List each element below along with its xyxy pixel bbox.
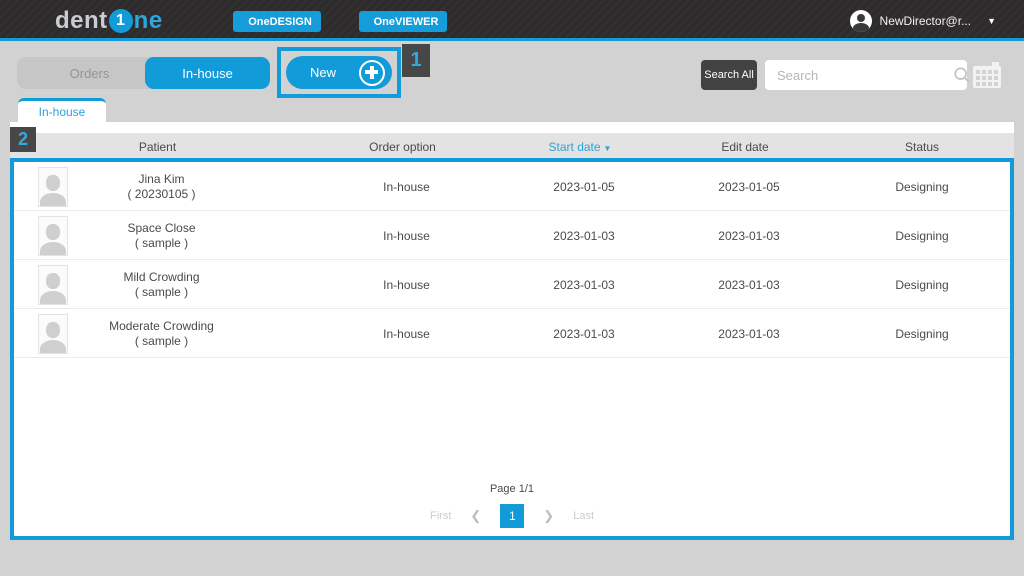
- patient-name: Moderate Crowding ( sample ): [109, 319, 214, 349]
- order-type-segmented-control: Orders In-house: [17, 57, 270, 89]
- calendar-icon[interactable]: [972, 61, 1002, 89]
- pagination: Page 1/1 First ❮ 1 ❯ Last: [14, 483, 1010, 528]
- logo-one-icon: 1: [108, 9, 133, 33]
- start-date-cell: 2023-01-03: [553, 326, 615, 341]
- patient-avatar-icon: [38, 314, 68, 354]
- pagination-controls: First ❮ 1 ❯ Last: [14, 504, 1010, 528]
- annotation-box-2: Jina Kim ( 20230105 ) In-house 2023-01-0…: [10, 158, 1014, 540]
- column-header-order-option[interactable]: Order option: [369, 139, 436, 154]
- patient-name-text: Jina Kim: [138, 171, 185, 186]
- tab-inhouse[interactable]: In-house: [18, 98, 106, 123]
- status-cell: Designing: [895, 179, 949, 194]
- patient-cell: Space Close ( sample ): [14, 211, 309, 260]
- user-avatar-icon: [849, 9, 872, 32]
- status-cell: Designing: [895, 326, 949, 341]
- annotation-number-1: 1: [402, 44, 430, 77]
- caret-down-icon: ▼: [987, 15, 996, 26]
- edit-date-cell: 2023-01-03: [718, 277, 780, 292]
- patient-id-text: ( sample ): [134, 333, 189, 348]
- order-option-cell: In-house: [383, 228, 430, 243]
- start-date-label: Start date: [548, 139, 601, 154]
- new-order-button[interactable]: New: [286, 56, 392, 89]
- table-row[interactable]: Mild Crowding ( sample ) In-house 2023-0…: [14, 260, 1010, 309]
- patient-name: Mild Crowding ( sample ): [123, 270, 199, 300]
- search-input[interactable]: [765, 67, 953, 83]
- user-account-menu[interactable]: NewDirector@r... ▼: [849, 0, 996, 41]
- patient-cell: Jina Kim ( 20230105 ): [14, 162, 309, 211]
- patient-id-text: ( sample ): [134, 284, 189, 299]
- chevron-right-icon[interactable]: ❯: [543, 508, 555, 523]
- table-row[interactable]: Jina Kim ( 20230105 ) In-house 2023-01-0…: [14, 162, 1010, 211]
- empty-area: [14, 358, 1010, 483]
- top-bar: dent 1 ne OneDESIGN OneVIEWER NewDirecto…: [0, 0, 1024, 41]
- patient-avatar-icon: [38, 265, 68, 305]
- orders-panel: Patient Order option Start date ▼ Edit da…: [10, 122, 1014, 540]
- order-option-cell: In-house: [383, 326, 430, 341]
- oneviewer-download-button[interactable]: OneVIEWER: [359, 11, 447, 32]
- patient-name-text: Mild Crowding: [123, 269, 200, 284]
- page-indicator: Page 1/1: [489, 483, 535, 495]
- edit-date-cell: 2023-01-03: [718, 228, 780, 243]
- patient-cell: Moderate Crowding ( sample ): [14, 309, 309, 358]
- dentone-logo: dent 1 ne: [55, 7, 163, 35]
- search-all-button[interactable]: Search All: [701, 60, 757, 90]
- patient-id-text: ( 20230105 ): [127, 186, 196, 201]
- chevron-left-icon[interactable]: ❮: [470, 508, 482, 523]
- oneviewer-label: OneVIEWER: [373, 15, 439, 28]
- column-header-patient[interactable]: Patient: [138, 139, 177, 154]
- pagination-first[interactable]: First: [430, 510, 452, 522]
- patient-id-text: ( sample ): [134, 235, 189, 250]
- plus-circle-icon: [359, 59, 385, 86]
- logo-text-prefix: dent: [55, 7, 108, 34]
- status-cell: Designing: [895, 277, 949, 292]
- status-cell: Designing: [895, 228, 949, 243]
- new-button-label: New: [310, 65, 337, 80]
- user-name: NewDirector@r...: [879, 13, 972, 28]
- start-date-cell: 2023-01-05: [553, 179, 615, 194]
- edit-date-cell: 2023-01-03: [718, 326, 780, 341]
- patient-name: Space Close ( sample ): [127, 221, 195, 251]
- segment-orders[interactable]: Orders: [69, 65, 110, 81]
- column-header-status[interactable]: Status: [904, 139, 940, 154]
- table-header-row: Patient Order option Start date ▼ Edit da…: [10, 133, 1014, 160]
- pagination-last[interactable]: Last: [573, 510, 594, 522]
- patient-cell: Mild Crowding ( sample ): [14, 260, 309, 309]
- patient-avatar-icon: [38, 167, 68, 207]
- onedesign-label: OneDESIGN: [248, 15, 312, 28]
- patient-name: Jina Kim ( 20230105 ): [127, 172, 195, 202]
- patient-avatar-icon: [38, 216, 68, 256]
- patient-name-text: Space Close: [127, 220, 196, 235]
- sort-desc-icon: ▼: [603, 143, 612, 153]
- annotation-box-1: [277, 47, 401, 98]
- search-icon[interactable]: [953, 66, 971, 84]
- patient-name-text: Moderate Crowding: [109, 318, 214, 333]
- segment-inhouse[interactable]: In-house: [145, 57, 270, 89]
- edit-date-cell: 2023-01-05: [718, 179, 780, 194]
- pagination-page-1[interactable]: 1: [500, 504, 525, 528]
- order-option-cell: In-house: [383, 277, 430, 292]
- annotation-number-2: 2: [10, 127, 36, 152]
- start-date-cell: 2023-01-03: [553, 228, 615, 243]
- start-date-cell: 2023-01-03: [553, 277, 615, 292]
- search-box: [765, 60, 970, 90]
- column-header-edit-date[interactable]: Edit date: [721, 139, 769, 154]
- table-row[interactable]: Space Close ( sample ) In-house 2023-01-…: [14, 211, 1010, 260]
- order-option-cell: In-house: [383, 179, 430, 194]
- column-header-start-date[interactable]: Start date ▼: [500, 140, 660, 154]
- onedesign-download-button[interactable]: OneDESIGN: [233, 11, 321, 32]
- logo-text-suffix: ne: [133, 7, 163, 34]
- table-row[interactable]: Moderate Crowding ( sample ) In-house 20…: [14, 309, 1010, 358]
